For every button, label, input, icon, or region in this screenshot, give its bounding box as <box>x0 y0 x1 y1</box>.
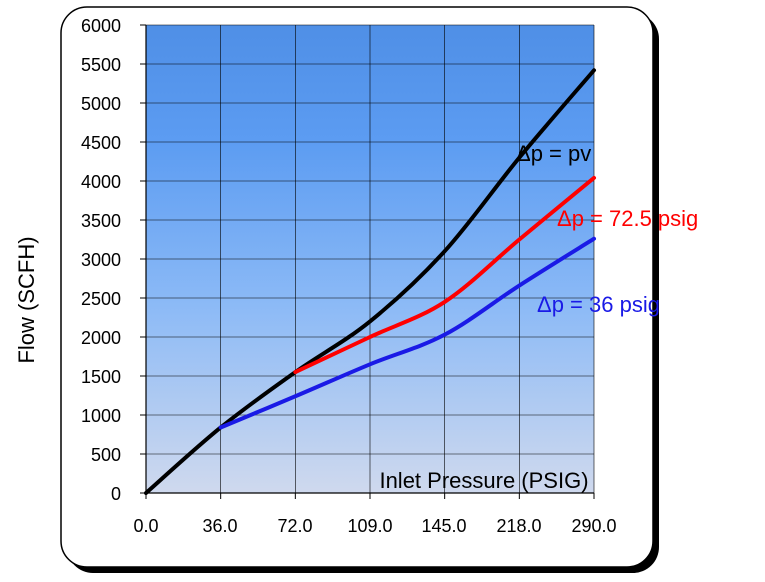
y-tick-label: 3000 <box>81 250 121 270</box>
y-tick-label: 4500 <box>81 133 121 153</box>
y-tick-label: 4000 <box>81 172 121 192</box>
x-tick-label: 290.0 <box>571 516 616 536</box>
y-tick-label: 2500 <box>81 289 121 309</box>
x-tick-label: 109.0 <box>347 516 392 536</box>
y-tick-label: 1000 <box>81 406 121 426</box>
axis-layer <box>140 24 595 499</box>
x-tick-label: 0.0 <box>133 516 158 536</box>
x-tick-label: 145.0 <box>421 516 466 536</box>
x-tick-label: 218.0 <box>496 516 541 536</box>
series-label-pv: Δp = pv <box>516 141 591 166</box>
y-tick-label: 0 <box>111 484 121 504</box>
x-tick-label: 36.0 <box>202 516 237 536</box>
grid <box>145 24 595 494</box>
series-line-2 <box>218 236 596 430</box>
x-axis-label: Inlet Pressure (PSIG) <box>379 468 588 493</box>
y-tick-label: 1500 <box>81 367 121 387</box>
x-tick-label: 72.0 <box>277 516 312 536</box>
y-tick-label: 5000 <box>81 94 121 114</box>
y-axis-label: Flow (SCFH) <box>14 236 39 363</box>
series-line-1 <box>293 175 596 375</box>
y-tick-label: 3500 <box>81 211 121 231</box>
series-label-36-psig: Δp = 36 psig <box>537 292 660 317</box>
y-tick-label: 2000 <box>81 328 121 348</box>
series-layer <box>144 68 596 495</box>
y-tick-label: 500 <box>91 445 121 465</box>
y-tick-label: 6000 <box>81 16 121 36</box>
series-label-72-5-psig: Δp = 72.5 psig <box>557 206 698 231</box>
y-tick-label: 5500 <box>81 55 121 75</box>
